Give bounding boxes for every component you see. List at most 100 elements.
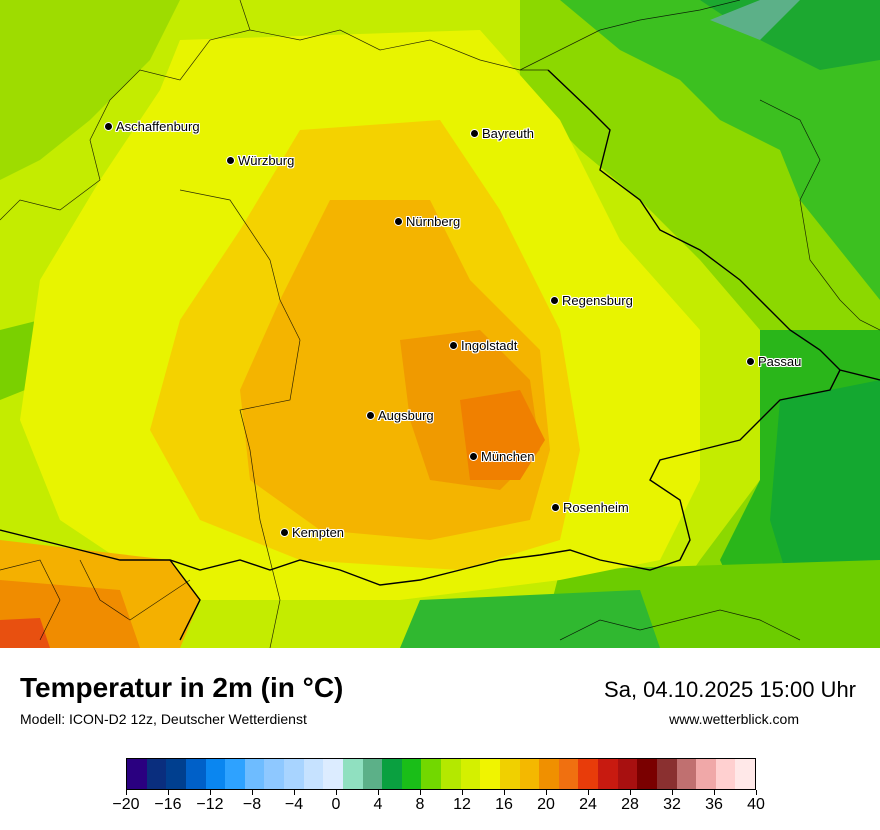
colorbar-tick-label: −4 <box>284 796 304 813</box>
colorbar-tick-mark <box>755 790 757 795</box>
colorbar-tick-mark <box>713 790 715 795</box>
colorbar-segment <box>303 759 324 789</box>
city-label: Aschaffenburg <box>116 119 200 134</box>
colorbar-segment <box>244 759 265 789</box>
colorbar-segment <box>166 759 186 789</box>
city-marker-wuerzburg: Würzburg <box>226 153 294 168</box>
city-marker-regensburg: Regensburg <box>550 293 633 308</box>
colorbar-segment <box>185 759 206 789</box>
temperature-colorbar <box>126 758 756 790</box>
colorbar-tick-label: 40 <box>747 796 765 813</box>
colorbar-segment <box>598 759 618 789</box>
colorbar-tick-label: 28 <box>621 796 639 813</box>
city-label: Rosenheim <box>563 500 629 515</box>
colorbar-segment <box>480 759 500 789</box>
city-marker-nuernberg: Nürnberg <box>394 214 460 229</box>
city-dot-icon <box>226 156 235 165</box>
colorbar-tick-mark <box>419 790 421 795</box>
colorbar-segment <box>519 759 540 789</box>
city-marker-muenchen: München <box>469 449 534 464</box>
colorbar-tick-label: 4 <box>373 796 383 813</box>
model-subtitle: Modell: ICON-D2 12z, Deutscher Wetterdie… <box>20 711 307 727</box>
colorbar-segment <box>499 759 520 789</box>
colorbar-tick-label: 32 <box>663 796 681 813</box>
colorbar-tick-label: 36 <box>705 796 723 813</box>
colorbar-segment <box>382 759 402 789</box>
colorbar-tick-label: 24 <box>579 796 597 813</box>
colorbar-segment <box>146 759 167 789</box>
colorbar-segment <box>539 759 559 789</box>
colorbar-segment <box>401 759 422 789</box>
colorbar-tick-label: −12 <box>196 796 224 813</box>
colorbar-tick-mark <box>125 790 127 795</box>
temperature-field <box>0 0 880 648</box>
city-dot-icon <box>550 296 559 305</box>
colorbar-tick-label: 16 <box>495 796 513 813</box>
colorbar-segment <box>441 759 461 789</box>
colorbar-tick-mark <box>587 790 589 795</box>
city-label: Kempten <box>292 525 345 540</box>
city-label: Bayreuth <box>482 126 535 141</box>
colorbar-segment <box>362 759 383 789</box>
colorbar-tick-mark <box>335 790 337 795</box>
city-dot-icon <box>470 129 479 138</box>
colorbar-segment <box>264 759 284 789</box>
colorbar-segment <box>715 759 736 789</box>
city-label: Regensburg <box>562 293 633 308</box>
colorbar-segment <box>205 759 226 789</box>
colorbar-segment <box>342 759 363 789</box>
city-dot-icon <box>394 217 403 226</box>
city-dot-icon <box>366 411 375 420</box>
colorbar-tick-label: −16 <box>154 796 182 813</box>
city-dot-icon <box>551 503 560 512</box>
city-marker-aschaffenburg: Aschaffenburg <box>104 119 200 134</box>
city-marker-ingolstadt: Ingolstadt <box>449 338 517 353</box>
colorbar-tick-mark <box>377 790 379 795</box>
city-label: Nürnberg <box>406 214 461 229</box>
colorbar-segment <box>676 759 697 789</box>
colorbar-segment <box>578 759 598 789</box>
city-label: Ingolstadt <box>461 338 518 353</box>
city-marker-passau: Passau <box>746 354 801 369</box>
colorbar-tick-mark <box>251 790 253 795</box>
city-dot-icon <box>104 122 113 131</box>
colorbar-ticks: −20 −16 −12 −8 −4 0 4 8 12 16 20 24 28 32 36 40 <box>112 790 765 820</box>
colorbar-tick-label: 0 <box>331 796 341 813</box>
city-dot-icon <box>280 528 289 537</box>
colorbar-tick-label: 20 <box>537 796 555 813</box>
colorbar-segment <box>323 759 343 789</box>
city-marker-rosenheim: Rosenheim <box>551 500 629 515</box>
colorbar-tick-mark <box>461 790 463 795</box>
colorbar-segment <box>656 759 677 789</box>
colorbar-segment <box>735 759 755 789</box>
website-credit: www.wetterblick.com <box>669 711 799 727</box>
colorbar-tick-label: 12 <box>453 796 471 813</box>
colorbar-segment <box>696 759 716 789</box>
colorbar-tick-mark <box>209 790 211 795</box>
city-dot-icon <box>449 341 458 350</box>
colorbar-tick-mark <box>671 790 673 795</box>
forecast-datetime: Sa, 04.10.2025 15:00 Uhr <box>604 677 856 702</box>
city-marker-augsburg: Augsburg <box>366 408 434 423</box>
city-marker-bayreuth: Bayreuth <box>470 126 534 141</box>
colorbar-segment <box>127 759 147 789</box>
colorbar-tick-mark <box>629 790 631 795</box>
city-marker-kempten: Kempten <box>280 525 344 540</box>
colorbar-segment <box>617 759 638 789</box>
city-dot-icon <box>469 452 478 461</box>
colorbar-tick-label: −20 <box>112 796 140 813</box>
colorbar-segment <box>460 759 481 789</box>
colorbar-tick-mark <box>503 790 505 795</box>
colorbar-segment <box>421 759 441 789</box>
colorbar-tick-label: 8 <box>415 796 425 813</box>
colorbar-tick-label: −8 <box>242 796 262 813</box>
map-title: Temperatur in 2m (in °C) <box>20 672 344 703</box>
colorbar-tick-mark <box>545 790 547 795</box>
colorbar-tick-mark <box>167 790 169 795</box>
city-label: München <box>481 449 535 464</box>
city-dot-icon <box>746 357 755 366</box>
city-label: Würzburg <box>238 153 295 168</box>
temperature-map: Aschaffenburg Bayreuth Würzburg Nürnberg… <box>0 0 880 648</box>
city-label: Passau <box>758 354 802 369</box>
colorbar-segment <box>284 759 304 789</box>
